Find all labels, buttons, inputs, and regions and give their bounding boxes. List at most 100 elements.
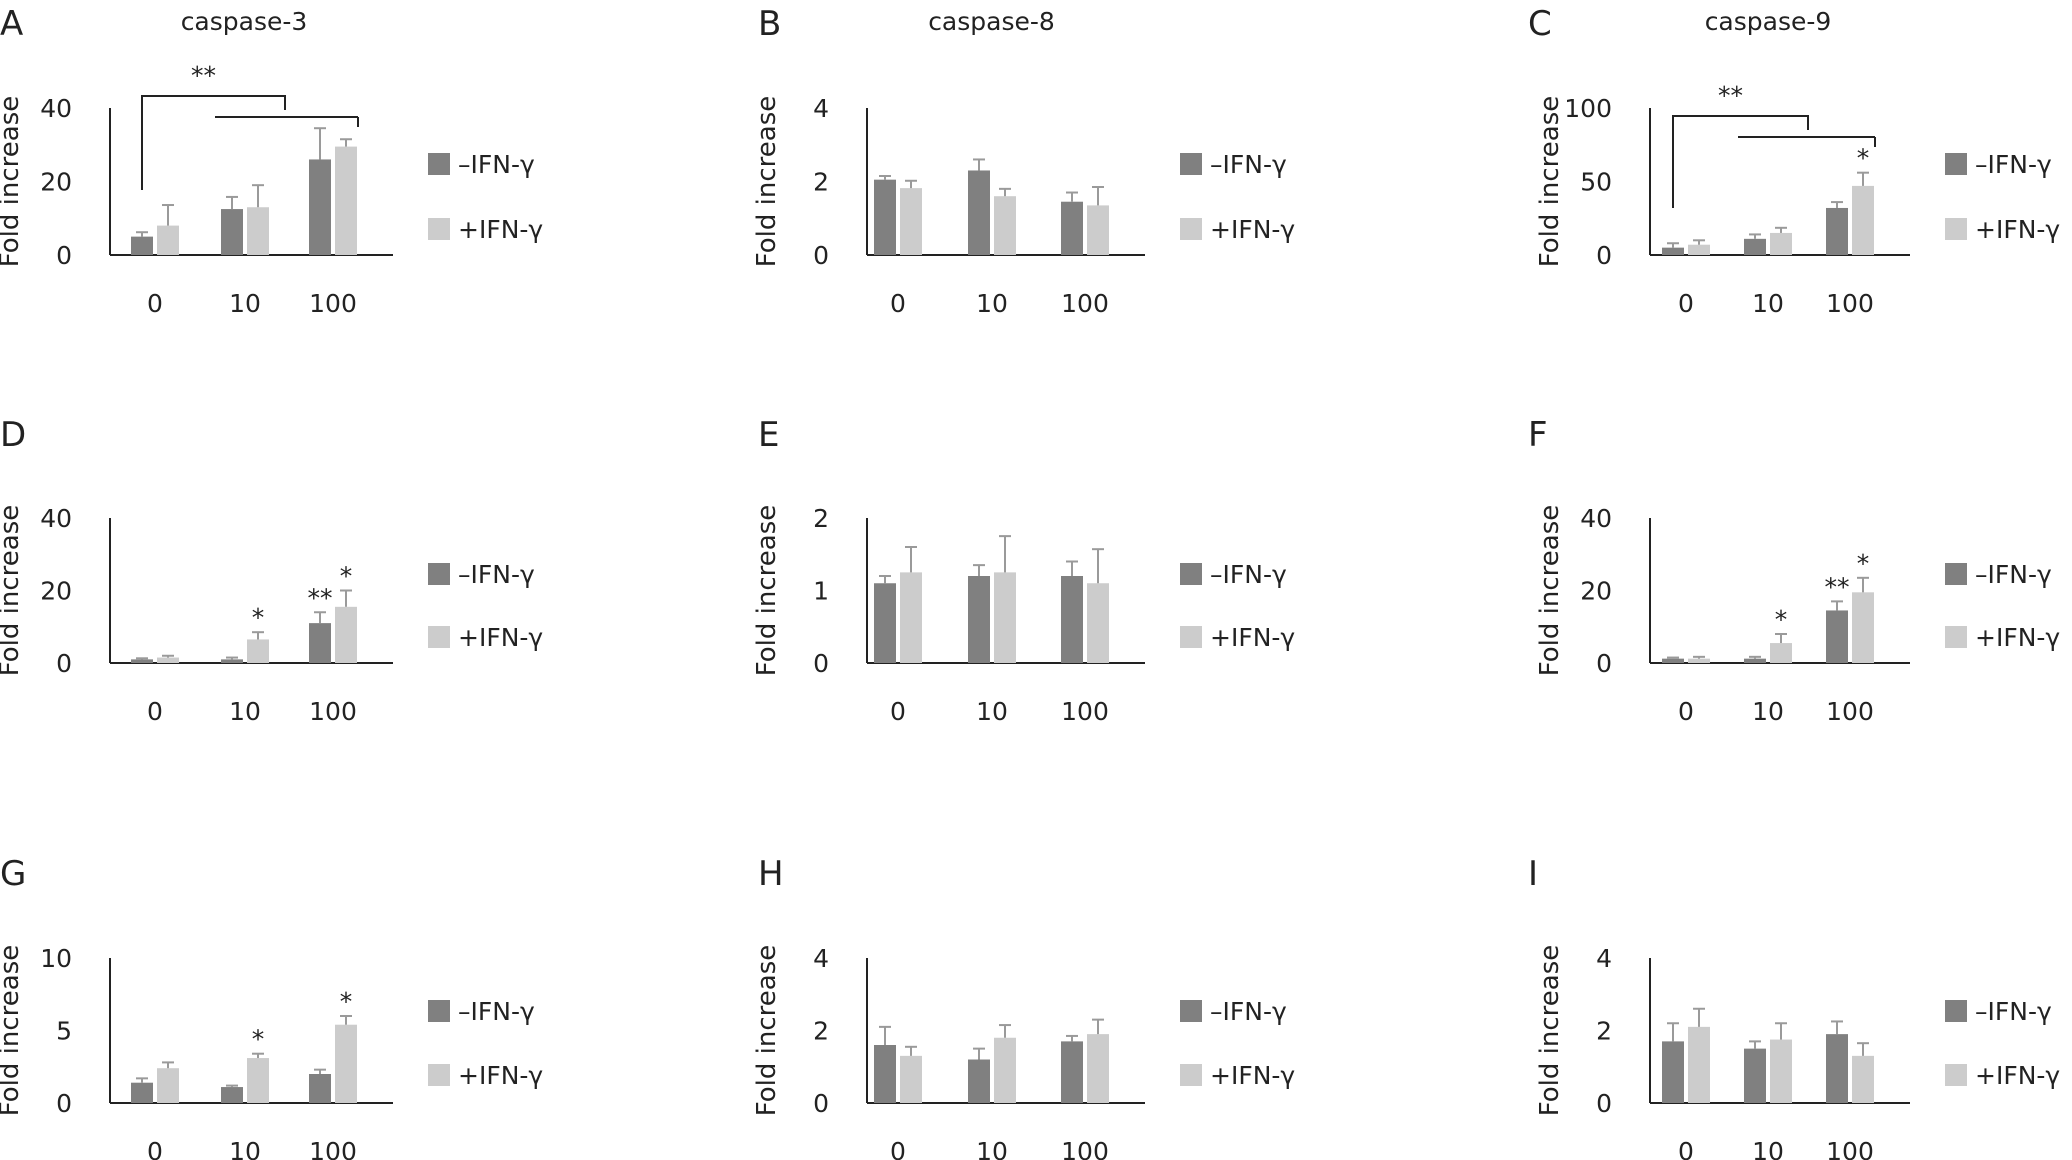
bar-minus-ifn-10 [968, 170, 990, 255]
x-tick-label: 10 [1752, 289, 1784, 318]
y-axis-label: Fold increase [0, 96, 25, 268]
legend-label: +IFN-γ [458, 1061, 543, 1090]
x-tick-label: 100 [1826, 289, 1874, 318]
panel-letter: C [1528, 4, 1552, 44]
bar-plus-ifn-10 [247, 207, 269, 255]
x-tick-label: 100 [309, 1137, 357, 1160]
bar-plus-ifn-10 [1770, 1039, 1792, 1103]
significance-marker: * [1857, 144, 1870, 173]
legend-swatch-minus [428, 153, 450, 175]
y-tick-label: 10 [40, 944, 72, 973]
legend-label: +IFN-γ [1975, 1061, 2060, 1090]
legend-swatch-plus [1945, 218, 1967, 240]
significance-marker: ** [308, 583, 333, 612]
y-tick-label: 40 [40, 504, 72, 533]
chart-panel-h: H Fold increase 0 2 4 0 10 100 –IFN-γ +IFN-γ [752, 854, 1295, 1160]
bar-plus-ifn-0 [900, 188, 922, 255]
bar-plus-ifn-0 [1688, 1026, 1710, 1103]
bar-minus-ifn-0 [874, 179, 896, 255]
legend-swatch-plus [1180, 218, 1202, 240]
x-tick-label: 0 [890, 1137, 906, 1160]
bar-minus-ifn-10 [968, 576, 990, 663]
legend-swatch-plus [1180, 626, 1202, 648]
y-tick-label: 0 [813, 649, 829, 678]
significance-marker: * [252, 1025, 265, 1054]
bar-plus-ifn-0 [157, 225, 179, 255]
x-tick-label: 10 [976, 289, 1008, 318]
y-axis-label: Fold increase [0, 505, 25, 677]
x-tick-label: 0 [147, 289, 163, 318]
legend-swatch-plus [428, 626, 450, 648]
y-tick-label: 40 [40, 94, 72, 123]
panel-title: caspase-9 [1705, 7, 1832, 36]
bar-minus-ifn-100 [1061, 1041, 1083, 1103]
legend-swatch-plus [1945, 626, 1967, 648]
bar-plus-ifn-10 [1770, 232, 1792, 255]
bar-minus-ifn-10 [1744, 238, 1766, 255]
y-tick-label: 4 [1596, 944, 1612, 973]
y-tick-label: 20 [40, 577, 72, 606]
y-axis-label: Fold increase [1535, 945, 1565, 1117]
x-tick-label: 100 [309, 289, 357, 318]
y-tick-label: 2 [813, 1017, 829, 1046]
x-tick-label: 10 [1752, 1137, 1784, 1160]
y-tick-label: 100 [1564, 94, 1612, 123]
bar-minus-ifn-100 [1061, 576, 1083, 663]
legend-label: –IFN-γ [1210, 150, 1287, 179]
bar-plus-ifn-10 [994, 1037, 1016, 1103]
y-tick-label: 0 [1596, 1089, 1612, 1118]
legend-label: –IFN-γ [1975, 997, 2052, 1026]
bar-minus-ifn-100 [309, 1074, 331, 1103]
legend-label: +IFN-γ [458, 623, 543, 652]
bar-minus-ifn-0 [1662, 247, 1684, 255]
legend-swatch-minus [428, 563, 450, 585]
y-tick-label: 0 [813, 241, 829, 270]
y-tick-label: 0 [56, 649, 72, 678]
bar-minus-ifn-100 [1826, 207, 1848, 255]
legend-label: +IFN-γ [1210, 215, 1295, 244]
significance-bracket-upper [1672, 115, 1809, 208]
bar-minus-ifn-0 [131, 659, 153, 663]
bar-minus-ifn-10 [1744, 658, 1766, 663]
x-tick-label: 100 [1826, 1137, 1874, 1160]
chart-panel-e: E Fold increase 0 1 2 0 10 100 –IFN-γ +IFN-γ [752, 415, 1295, 726]
panel-letter: I [1528, 854, 1538, 894]
y-tick-label: 50 [1580, 168, 1612, 197]
bar-minus-ifn-100 [309, 159, 331, 255]
bar-minus-ifn-10 [968, 1059, 990, 1103]
legend-swatch-plus [1180, 1064, 1202, 1086]
legend-swatch-minus [1180, 153, 1202, 175]
x-tick-label: 0 [1678, 1137, 1694, 1160]
significance-bracket-upper [141, 95, 286, 190]
x-tick-label: 0 [1678, 289, 1694, 318]
y-tick-label: 4 [813, 94, 829, 123]
y-axis-label: Fold increase [0, 945, 25, 1117]
legend-swatch-minus [1180, 1000, 1202, 1022]
bar-plus-ifn-0 [1688, 658, 1710, 663]
panel-letter: G [0, 854, 26, 894]
bar-minus-ifn-0 [874, 1045, 896, 1103]
y-axis-label: Fold increase [752, 945, 782, 1117]
panel-letter: F [1528, 415, 1548, 455]
bar-plus-ifn-100 [1852, 592, 1874, 663]
bar-plus-ifn-10 [994, 572, 1016, 663]
legend-swatch-plus [428, 218, 450, 240]
legend-label: –IFN-γ [1210, 560, 1287, 589]
y-tick-label: 40 [1580, 504, 1612, 533]
y-axis-label: Fold increase [752, 505, 782, 677]
y-tick-label: 0 [56, 1089, 72, 1118]
significance-marker: * [1775, 605, 1788, 634]
panel-letter: D [0, 415, 26, 455]
legend-label: +IFN-γ [1210, 1061, 1295, 1090]
significance-marker: ** [1825, 572, 1850, 601]
bar-minus-ifn-0 [131, 236, 153, 255]
panel-letter: A [0, 4, 23, 44]
bar-plus-ifn-0 [1688, 244, 1710, 255]
y-tick-label: 0 [1596, 241, 1612, 270]
bar-minus-ifn-0 [1662, 658, 1684, 663]
x-tick-label: 0 [147, 697, 163, 726]
